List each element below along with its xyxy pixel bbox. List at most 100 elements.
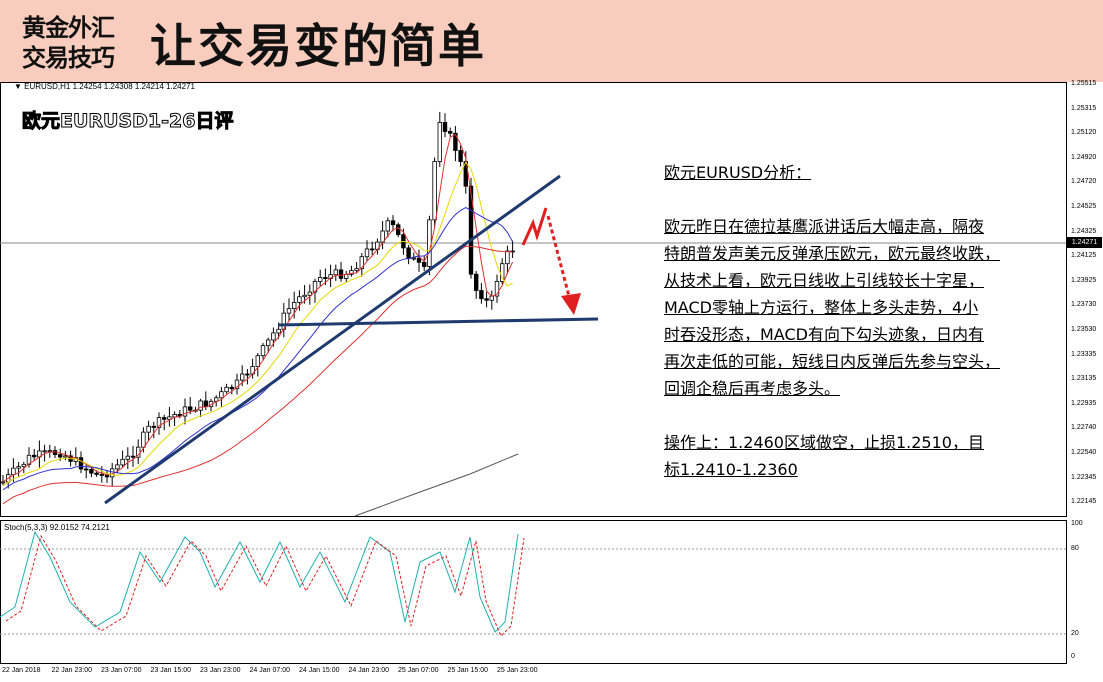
candle	[260, 343, 266, 360]
ma-long-line	[2, 245, 513, 505]
ma-medium-line	[2, 161, 513, 487]
stoch-frame	[0, 520, 1067, 664]
price-axis-label: 1.24125	[1071, 252, 1097, 260]
candle-body	[286, 308, 292, 314]
candle	[0, 474, 6, 486]
time-axis-label: 23 Jan 15:00	[150, 667, 191, 674]
stoch-level-label: 100	[1071, 520, 1083, 527]
candle-body	[94, 472, 99, 475]
candle-body	[265, 339, 271, 347]
candle	[156, 412, 162, 435]
candle-body	[84, 468, 89, 471]
time-axis-label: 25 Jan 15:00	[447, 667, 488, 674]
candle	[234, 373, 240, 395]
forecast-arrow-head	[561, 293, 581, 315]
candle	[364, 240, 370, 262]
candle	[146, 420, 151, 441]
candle-body	[229, 386, 234, 390]
candle	[32, 448, 37, 461]
candle	[359, 253, 364, 277]
candle-body	[354, 268, 359, 271]
stoch-indicator-label: Stoch(5,3,3) 92.0152 74.2121	[4, 523, 110, 532]
candle-body	[349, 270, 354, 275]
analysis-line: MACD零轴上方运行，整体上多头走势，4小	[664, 298, 979, 317]
candle-body	[47, 450, 52, 452]
candle	[219, 387, 224, 407]
stoch-main-line	[0, 530, 519, 633]
candle-body	[385, 220, 390, 232]
stoch-level-label: 20	[1071, 630, 1079, 637]
candle-body	[245, 373, 250, 376]
price-axis-label: 1.23730	[1071, 301, 1097, 309]
candle-body	[146, 425, 151, 433]
candle-body	[26, 454, 32, 465]
candle-body	[369, 248, 375, 251]
price-axis-label: 1.25315	[1071, 104, 1097, 112]
price-axis-label: 1.22935	[1071, 399, 1097, 407]
candle-body	[416, 257, 422, 263]
candle	[453, 125, 458, 162]
candle	[390, 215, 396, 232]
candle	[63, 450, 68, 461]
candle-body	[42, 450, 47, 453]
candle	[505, 245, 510, 275]
stoch-signal-line	[5, 534, 525, 637]
header-banner: 黄金外汇 交易技巧 让交易变的简单	[0, 0, 1103, 82]
candle	[172, 411, 177, 427]
candle-body	[505, 250, 510, 265]
time-axis-label: 23 Jan 23:00	[200, 667, 241, 674]
candle-body	[411, 257, 416, 260]
candle	[395, 222, 401, 238]
candle	[328, 264, 333, 288]
candle-body	[16, 466, 21, 469]
candle	[78, 451, 84, 474]
analysis-line: 从技术上看，欧元日线收上引线较长十字星，	[664, 271, 985, 290]
candle-body	[297, 296, 302, 303]
candle-body	[255, 355, 260, 367]
candle	[338, 261, 344, 282]
candle-body	[395, 224, 401, 236]
time-axis-label: 25 Jan 07:00	[398, 667, 439, 674]
candle-body	[99, 473, 104, 476]
analysis-line: 时吞没形态，MACD有向下勾头迹象，日内有	[664, 325, 984, 344]
candle	[343, 270, 349, 283]
candle-body	[359, 256, 364, 270]
candle-body	[447, 131, 453, 134]
candle-body	[260, 345, 266, 357]
time-axis-label: 22 Jan 23:00	[51, 667, 92, 674]
candle	[317, 269, 323, 287]
candle-body	[234, 379, 240, 390]
candle	[265, 337, 271, 354]
stochastic-oscillator	[0, 530, 525, 637]
candle-body	[32, 454, 37, 458]
candle-body	[156, 417, 162, 428]
candle	[229, 384, 234, 395]
price-axis-label: 1.25515	[1071, 80, 1097, 87]
candle-body	[151, 425, 156, 428]
candle	[416, 249, 422, 272]
price-chart[interactable]	[0, 82, 1103, 682]
candle	[442, 113, 448, 138]
candle-body	[130, 455, 136, 458]
candle	[89, 466, 94, 478]
price-axis-label: 1.23335	[1071, 350, 1097, 358]
candle	[84, 463, 89, 479]
price-axis-label: 1.22540	[1071, 449, 1097, 456]
chart-window[interactable]: ▼ EURUSD,H1 1.24254 1.24308 1.24214 1.24…	[0, 80, 1103, 682]
ma-fast-line	[2, 133, 514, 483]
candle-body	[198, 400, 203, 411]
operation-advice: 操作上：1.2460区域做空，止损1.2510，目 标1.2410-1.2360	[664, 429, 1064, 483]
candle	[432, 157, 437, 228]
candle	[182, 398, 188, 425]
candle-body	[494, 281, 500, 297]
main-chart-frame	[0, 82, 1067, 517]
support-line	[277, 317, 599, 327]
candle	[297, 290, 302, 311]
price-axis-label: 1.22345	[1071, 473, 1097, 481]
candle	[333, 264, 338, 281]
candle	[16, 462, 21, 478]
candle-body	[421, 261, 427, 267]
candle	[120, 450, 125, 469]
time-axis-label: 24 Jan 15:00	[299, 667, 340, 674]
candle-body	[473, 273, 479, 291]
